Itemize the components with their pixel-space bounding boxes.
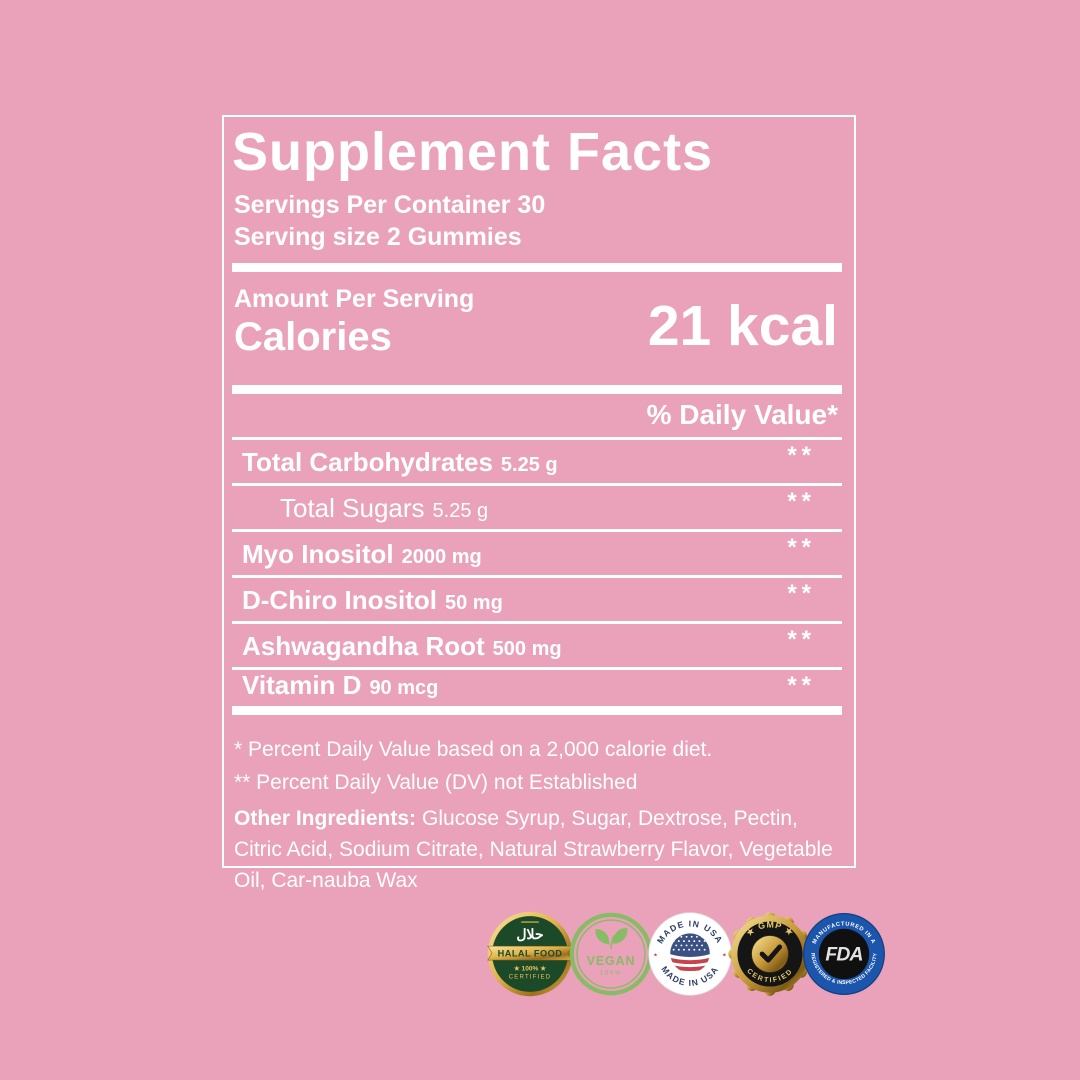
vegan-inner-ring: [576, 919, 646, 989]
star-decoration-icon: ★: [722, 953, 727, 959]
nutrient-amount: 5.25 g: [500, 454, 558, 476]
nutrient-amount: 5.25 g: [432, 500, 489, 522]
footnote-daily-value: * Percent Daily Value based on a 2,000 c…: [234, 738, 713, 761]
usa-top-text: MADE IN USA: [655, 918, 725, 945]
vegan-badge-icon: VEGAN 100%: [568, 910, 654, 998]
made-in-usa-badge-icon: MADE IN USA MADE IN USA ★ ★: [647, 910, 733, 998]
calories-label: Calories: [234, 315, 392, 359]
nutrient-dv: **: [787, 488, 816, 515]
halal-arabic-text: حلال: [516, 926, 543, 942]
halal-ribbon: [487, 945, 573, 961]
nutrient-name: Myo Inositol: [242, 539, 394, 569]
gmp-top-text: ★ GMP ★: [744, 920, 796, 939]
nutrient-amount: 500 mg: [492, 638, 562, 660]
row-ashwagandha-root: Ashwagandha Root 500 mg **: [232, 624, 842, 670]
halal-certified-text: CERTIFIED: [509, 975, 551, 981]
divider-thick-1: [232, 263, 842, 272]
nutrient-dv: **: [787, 672, 816, 699]
supplement-facts-panel: Supplement Facts Servings Per Container …: [222, 115, 856, 892]
vegan-outer-ring: [569, 912, 653, 996]
halal-badge-svg: حلال HALAL FOOD ★ 100% ★ CERTIFIED: [487, 911, 573, 997]
nutrient-name: Ashwagandha Root: [242, 631, 485, 661]
footnote-dv-not-established: ** Percent Daily Value (DV) not Establis…: [234, 771, 638, 794]
usa-white-disc: [648, 912, 732, 996]
nutrient-name: Vitamin D: [242, 670, 362, 700]
divider-thin: [232, 437, 842, 440]
star-decoration-icon: ★: [653, 953, 658, 959]
fda-badge-svg: MANUFACTURED IN A REGISTERED & INSPECTED…: [803, 913, 885, 995]
serving-size: Serving size 2 Gummies: [234, 223, 522, 251]
usa-bottom-text: MADE IN USA: [659, 964, 720, 988]
vegan-label: VEGAN: [587, 954, 636, 968]
panel-title: Supplement Facts: [232, 122, 714, 182]
usa-flag-globe: [670, 933, 710, 973]
halal-banner-text: HALAL FOOD: [498, 949, 563, 959]
nutrient-dv: **: [787, 534, 816, 561]
leaf-icon: [612, 928, 628, 944]
nutrient-amount: 50 mg: [444, 592, 503, 614]
nutrient-name: D-Chiro Inositol: [242, 585, 437, 615]
servings-per-container: Servings Per Container 30: [234, 191, 546, 219]
other-ingredients: Other Ingredients: Glucose Syrup, Sugar, …: [234, 803, 842, 896]
calories-value: 21 kcal: [647, 294, 838, 358]
daily-value-header: % Daily Value*: [646, 399, 838, 430]
nutrient-name: Total Carbohydrates: [242, 447, 493, 477]
nutrient-dv: **: [787, 580, 816, 607]
fda-blue-disc: [803, 913, 885, 995]
leaf-stem: [610, 934, 616, 949]
gmp-certified-badge-icon: ★ GMP ★ CERTIFIED: [726, 908, 814, 1000]
other-ingredients-label: Other Ingredients:: [234, 807, 417, 830]
fda-top-text: MANUFACTURED IN A: [812, 921, 876, 945]
fda-bottom-text: REGISTERED & INSPECTED FACILITY: [809, 952, 879, 986]
halal-green-disc: [492, 916, 568, 992]
divider-thick-2: [232, 385, 842, 394]
nutrient-rows: Total Carbohydrates 5.25 g ** Total Sugar…: [232, 440, 842, 715]
fda-facility-badge-icon: MANUFACTURED IN A REGISTERED & INSPECTED…: [802, 911, 886, 997]
gmp-black-ring: [737, 921, 803, 987]
gmp-scallop-edge: [728, 912, 812, 996]
checkmark-icon: [759, 944, 783, 963]
flag-stars: [672, 935, 706, 951]
row-total-carbohydrates: Total Carbohydrates 5.25 g **: [232, 440, 842, 486]
row-vitamin-d: Vitamin D 90 mcg **: [232, 670, 842, 715]
nutrient-name: Total Sugars: [280, 493, 425, 523]
nutrient-dv: **: [787, 626, 816, 653]
gmp-center-disc: [751, 935, 789, 973]
gmp-gold-disc: [731, 915, 809, 993]
row-myo-inositol: Myo Inositol 2000 mg **: [232, 532, 842, 578]
row-d-chiro-inositol: D-Chiro Inositol 50 mg **: [232, 578, 842, 624]
nutrient-amount: 2000 mg: [401, 546, 482, 568]
row-total-sugars: Total Sugars 5.25 g **: [232, 486, 842, 532]
amount-per-serving-label: Amount Per Serving: [234, 285, 475, 313]
nutrient-dv: **: [787, 442, 816, 469]
halal-top-rule: [521, 921, 539, 923]
usa-badge-svg: MADE IN USA MADE IN USA ★ ★: [648, 912, 732, 996]
halal-certified-badge-icon: حلال HALAL FOOD ★ 100% ★ CERTIFIED: [486, 908, 574, 1000]
fda-center-text: FDA: [825, 945, 862, 966]
gmp-bottom-text: CERTIFIED: [745, 968, 794, 985]
vegan-percent: 100%: [600, 971, 622, 977]
halal-gold-ring: [487, 911, 573, 997]
vegan-badge-svg: VEGAN 100%: [569, 912, 653, 996]
halal-percent-text: ★ 100% ★: [514, 965, 547, 973]
nutrient-amount: 90 mcg: [369, 677, 439, 699]
other-ingredients-text: Glucose Syrup, Sugar, Dextrose, Pectin, …: [234, 807, 833, 892]
fda-black-disc: [818, 928, 870, 980]
gmp-badge-svg: ★ GMP ★ CERTIFIED: [728, 912, 812, 996]
leaf-icon: [595, 929, 610, 945]
